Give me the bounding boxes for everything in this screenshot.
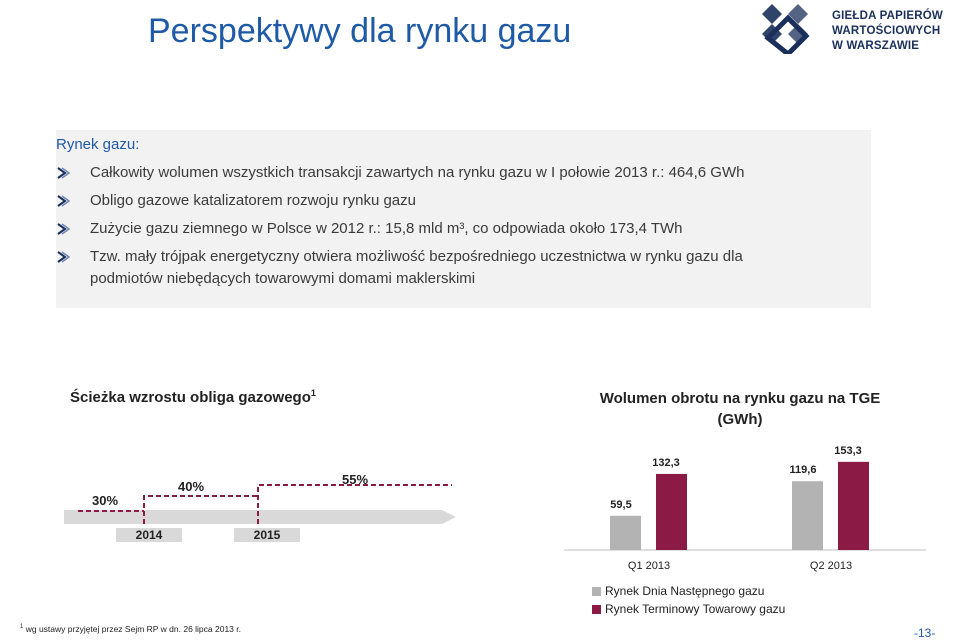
volume-bar-chart: 59,5 132,3 Q1 2013 119,6 153,3 Q2 2013: [564, 445, 926, 572]
legend-item: Rynek Terminowy Towarowy gazu: [592, 602, 785, 616]
bar-value-label: 119,6: [790, 464, 817, 476]
bullet-item: Obligo gazowe katalizatorem rozwoju rynk…: [56, 190, 816, 212]
page-title: Perspektywy dla rynku gazu: [148, 12, 572, 50]
bar-rtt-0: [656, 473, 687, 550]
bar-value-label: 59,5: [610, 499, 631, 511]
chart-title: Wolumen obrotu na rynku gazu na TGE (GWh…: [599, 390, 881, 428]
bullet-text: Zużycie gazu ziemnego w Polsce w 2012 r.…: [90, 220, 683, 237]
footnote-text: wg ustawy przyjętej przez Sejm RP w dn. …: [25, 624, 241, 634]
bar-rdn-1: [792, 481, 823, 550]
bullet-arrow-icon: [57, 195, 70, 207]
logo-line: GIEŁDA PAPIERÓW: [832, 10, 943, 22]
obligo-level-label: 55%: [342, 472, 369, 487]
year-label: 2015: [234, 528, 300, 542]
obligo-step-55: [257, 484, 452, 524]
bar-value-label: 153,3: [834, 445, 862, 457]
bullet-arrow-icon: [57, 167, 70, 179]
footnote-mark: 1: [20, 624, 24, 631]
gas-market-panel: Rynek gazu: Całkowity wolumen wszystkich…: [56, 130, 871, 308]
obligo-step-40: [143, 495, 258, 524]
obligo-level-label: 40%: [178, 479, 205, 494]
bullet-arrow-icon: [57, 251, 70, 263]
bullet-item: Tzw. mały trójpak energetyczny otwiera m…: [56, 246, 816, 290]
bullet-text: Całkowity wolumen wszystkich transakcji …: [90, 164, 745, 181]
bullet-item: Całkowity wolumen wszystkich transakcji …: [56, 162, 816, 184]
year-label: 2014: [116, 528, 182, 542]
x-tick-label: Q1 2013: [628, 560, 670, 572]
obligo-level-label: 30%: [92, 493, 119, 508]
bullet-item: Zużycie gazu ziemnego w Polsce w 2012 r.…: [56, 218, 816, 240]
page-number: -13-: [914, 626, 936, 640]
logo-line: W WARSZAWIE: [832, 40, 920, 52]
obligo-footnote-mark: 1: [310, 388, 316, 398]
obligo-title: Ścieżka wzrostu obliga gazowego1: [70, 388, 316, 406]
bullet-text: Obligo gazowe katalizatorem rozwoju rynk…: [90, 192, 416, 209]
obligo-path-diagram: [64, 484, 456, 524]
bar-rtt-1: [838, 461, 869, 550]
bullet-arrow-icon: [57, 223, 70, 235]
legend-swatch: [592, 587, 601, 596]
gpw-logo-text: GIEŁDA PAPIERÓW WARTOŚCIOWYCH W WARSZAWI…: [832, 9, 943, 54]
legend-label: Rynek Terminowy Towarowy gazu: [605, 602, 786, 616]
legend-item: Rynek Dnia Następnego gazu: [592, 584, 764, 598]
x-tick-label: Q2 2013: [810, 560, 852, 572]
obligo-title-text: Ścieżka wzrostu obliga gazowego: [70, 389, 311, 406]
panel-heading: Rynek gazu:: [56, 136, 140, 153]
logo-line: WARTOŚCIOWYCH: [832, 25, 941, 37]
bullet-text: Tzw. mały trójpak energetyczny otwiera m…: [90, 248, 743, 287]
timeline-arrow: [64, 510, 456, 524]
bar-value-label: 132,3: [652, 457, 680, 469]
bar-rdn-0: [610, 515, 641, 550]
legend-swatch: [592, 605, 601, 614]
gpw-logo-mark: [752, 4, 810, 54]
legend-label: Rynek Dnia Następnego gazu: [605, 584, 765, 598]
footnote: 1 wg ustawy przyjętej przez Sejm RP w dn…: [20, 624, 241, 634]
